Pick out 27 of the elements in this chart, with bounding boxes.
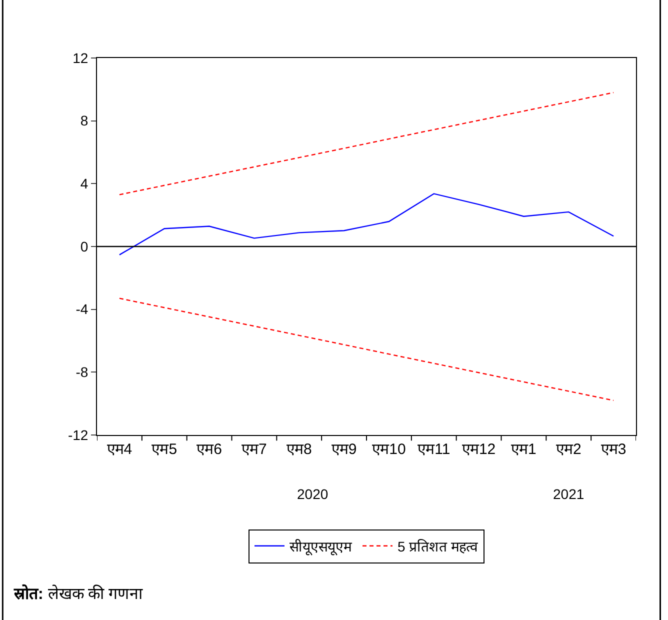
line-series: [118, 298, 614, 402]
y-tick-label: -12: [68, 426, 88, 443]
y-tick-label: -8: [76, 364, 88, 380]
x-tick-label: एम12: [462, 441, 496, 458]
x-tick-label: एम4: [106, 441, 132, 458]
text: 2021: [553, 486, 584, 502]
x-tick-label: एम7: [242, 441, 267, 458]
x-tick-label: एम10: [372, 441, 406, 458]
legend-label: 5 प्रतिशत महत्व: [398, 538, 478, 554]
legend-label: सीयूएसयूएम: [290, 538, 352, 556]
text: स्रोत: लेखक की गणना: [13, 584, 144, 603]
y-tick-label: 0: [80, 238, 88, 254]
x-tick-label: एम6: [196, 441, 222, 458]
text: 2020: [297, 486, 328, 502]
line-series: [118, 92, 614, 196]
x-tick-label: एम8: [286, 441, 312, 458]
x-tick-label: एम1: [511, 441, 536, 458]
y-tick-label: 8: [80, 112, 88, 129]
y-tick-label: -4: [76, 301, 88, 318]
y-tick-label: 12: [72, 50, 88, 66]
y-tick-label: 4: [80, 176, 88, 192]
line-series: [118, 193, 614, 256]
x-tick-label: एम2: [556, 441, 582, 458]
x-tick-label: एम11: [418, 441, 450, 458]
x-tick-label: एम9: [331, 441, 357, 458]
x-tick-label: एम3: [600, 441, 626, 458]
x-tick-label: एम5: [152, 441, 178, 458]
